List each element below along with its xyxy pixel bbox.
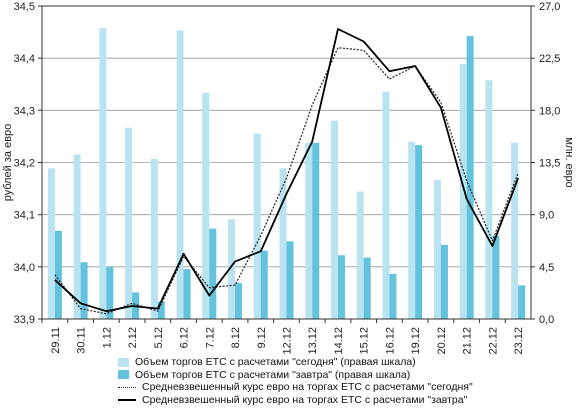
right-tick-label: 13,5 — [539, 158, 560, 170]
legend: Объем торгов ЕТС с расчетами "сегодня" (… — [118, 356, 473, 406]
bar-tomorrow — [312, 142, 320, 319]
x-tick-label: 2.12 — [127, 327, 139, 348]
bar-tomorrow — [209, 228, 217, 319]
x-tick-label: 5.12 — [153, 327, 165, 348]
bar-today — [459, 63, 467, 319]
right-tick-label: 4,5 — [539, 262, 554, 274]
right-tick-label: 9,0 — [539, 210, 554, 222]
line-tomorrow — [54, 28, 519, 313]
x-tick-label: 19.12 — [410, 327, 422, 355]
x-axis-ticks: 29.11 30.11 1.12 2.12 5.12 6.12 7.12 8.12 9.12 12… — [41, 319, 525, 355]
bar-today — [330, 120, 338, 320]
bar-tomorrow — [286, 241, 294, 319]
bar-tomorrow — [389, 273, 397, 319]
x-tick-label: 16.12 — [384, 327, 396, 355]
legend-swatch-line-tomorrow — [118, 398, 136, 401]
left-axis-ticks: 33,9 34,0 34,1 34,2 34,3 34,4 34,5 — [14, 1, 42, 326]
bar-today — [73, 154, 81, 319]
bar-today — [176, 30, 184, 319]
bar-today — [408, 141, 416, 319]
bar-tomorrow — [466, 36, 474, 319]
left-tick-label: 34,4 — [14, 53, 35, 65]
right-tick-label: 18,0 — [539, 105, 560, 117]
x-tick-label: 15.12 — [359, 327, 371, 355]
legend-label-line-tomorrow: Средневзвешенный курс евро на торгах ЕТС… — [142, 393, 468, 406]
lines — [54, 28, 519, 315]
right-tick-label: 27,0 — [539, 1, 560, 13]
legend-item-bar-today: Объем торгов ЕТС с расчетами "сегодня" (… — [118, 356, 473, 369]
x-tick-label: 6.12 — [179, 327, 191, 348]
x-tick-label: 29.11 — [50, 327, 62, 354]
x-tick-label: 9.12 — [256, 327, 268, 348]
x-tick-label: 20.12 — [436, 327, 448, 355]
bar-today — [228, 219, 236, 319]
bar-tomorrow — [492, 235, 500, 319]
bar-today — [99, 28, 107, 319]
x-tick-label: 7.12 — [204, 327, 216, 348]
bar-tomorrow — [440, 244, 448, 319]
x-tick-label: 23.12 — [513, 327, 525, 355]
right-tick-label: 0,0 — [539, 314, 554, 326]
bar-today — [125, 127, 133, 319]
legend-label-bar-tomorrow: Объем торгов ЕТС с расчетами "завтра" (п… — [135, 368, 411, 381]
legend-label-line-today: Средневзвешенный курс евро на торгах ЕТС… — [142, 381, 473, 393]
bar-today — [356, 191, 364, 319]
bar-tomorrow — [518, 285, 526, 319]
line-today — [54, 47, 519, 315]
x-tick-label: 8.12 — [230, 327, 242, 348]
right-axis-ticks: 0,0 4,5 9,0 13,5 18,0 22,5 27,0 — [531, 1, 560, 326]
x-tick-label: 22.12 — [487, 327, 499, 355]
legend-item-line-today: Средневзвешенный курс евро на торгах ЕТС… — [118, 381, 473, 394]
bar-today — [511, 142, 519, 319]
bar-today — [485, 80, 493, 319]
legend-item-bar-tomorrow: Объем торгов ЕТС с расчетами "завтра" (п… — [118, 369, 473, 382]
right-axis-label: млн. евро — [563, 137, 575, 187]
left-axis-label: рублей за евро — [2, 124, 14, 202]
legend-item-line-tomorrow: Средневзвешенный курс евро на торгах ЕТС… — [118, 394, 473, 407]
bars — [47, 28, 526, 320]
bar-today — [305, 142, 313, 319]
left-tick-label: 33,9 — [14, 314, 35, 326]
bar-tomorrow — [260, 250, 268, 319]
bar-tomorrow — [106, 266, 114, 319]
x-tick-label: 21.12 — [462, 327, 474, 355]
bar-today — [253, 133, 261, 319]
left-tick-label: 34,5 — [14, 1, 35, 13]
bar-today — [433, 179, 441, 319]
left-tick-label: 34,2 — [14, 158, 35, 170]
grid — [42, 57, 531, 268]
bar-tomorrow — [80, 262, 88, 319]
bar-tomorrow — [235, 283, 243, 319]
left-tick-label: 34,3 — [14, 105, 35, 117]
legend-label-bar-today: Объем торгов ЕТС с расчетами "сегодня" (… — [135, 356, 416, 368]
bar-tomorrow — [415, 145, 423, 319]
x-tick-label: 13.12 — [307, 327, 319, 355]
legend-swatch-bar-tomorrow — [118, 370, 129, 380]
x-tick-label: 30.11 — [76, 327, 88, 354]
x-tick-label: 12.12 — [282, 327, 294, 355]
bar-tomorrow — [183, 269, 191, 319]
left-tick-label: 34,1 — [14, 210, 35, 222]
bar-tomorrow — [337, 255, 345, 319]
bar-today — [47, 168, 55, 319]
bar-today — [382, 91, 390, 319]
bar-tomorrow — [54, 230, 62, 319]
bar-tomorrow — [157, 301, 165, 319]
right-tick-label: 22,5 — [539, 53, 560, 65]
bar-today — [202, 92, 210, 319]
x-tick-label: 1.12 — [101, 327, 113, 348]
bar-tomorrow — [363, 257, 371, 319]
left-tick-label: 34,0 — [14, 262, 35, 274]
bar-today — [279, 168, 287, 319]
bar-today — [150, 159, 158, 319]
x-tick-label: 14.12 — [333, 327, 345, 355]
legend-swatch-line-today — [118, 386, 136, 388]
legend-swatch-bar-today — [118, 357, 129, 367]
